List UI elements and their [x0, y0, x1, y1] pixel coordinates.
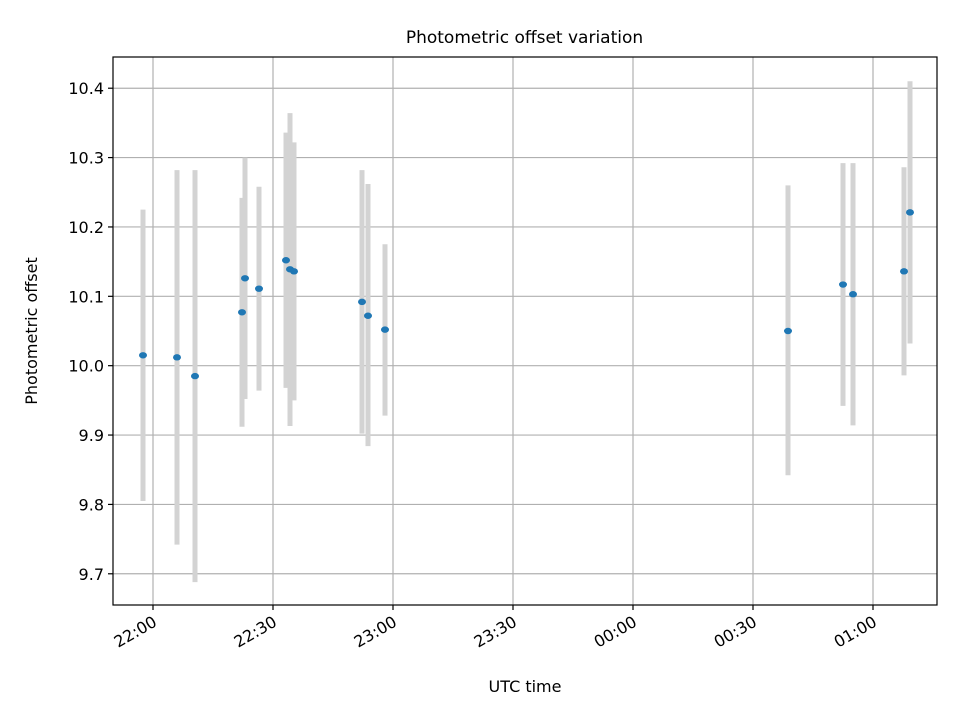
data-point	[255, 285, 263, 292]
data-point	[241, 275, 249, 282]
data-point	[900, 268, 908, 275]
plot-frame	[112, 56, 938, 606]
data-point	[238, 309, 246, 316]
y-tick-label: 10.4	[68, 79, 104, 98]
y-axis-label: Photometric offset	[22, 257, 41, 405]
data-point	[784, 327, 792, 335]
data-point	[906, 209, 914, 216]
x-axis-label: UTC time	[489, 677, 562, 696]
data-point	[364, 312, 372, 319]
y-tick-label: 9.8	[79, 495, 104, 514]
chart-title: Photometric offset variation	[406, 28, 643, 48]
y-tick-label: 10.2	[68, 218, 104, 237]
data-point	[139, 352, 147, 359]
y-tick-label: 9.9	[79, 426, 104, 445]
data-point	[191, 372, 199, 380]
data-point	[173, 354, 181, 361]
y-tick-label: 9.7	[79, 565, 104, 584]
grid	[113, 57, 937, 605]
y-tick-label: 10.3	[68, 149, 104, 168]
data-point	[839, 281, 847, 288]
y-tick-label: 10.0	[68, 357, 104, 376]
data-point	[849, 291, 857, 298]
data-point	[358, 298, 366, 306]
data-point	[282, 257, 290, 264]
data-points	[139, 209, 914, 380]
data-point	[290, 268, 298, 275]
y-tick-label: 10.1	[68, 287, 104, 306]
data-point	[381, 326, 389, 333]
y-axis: 9.7 9.8 9.9 10.0 10.1 10.2 10.3 10.4	[68, 79, 113, 584]
